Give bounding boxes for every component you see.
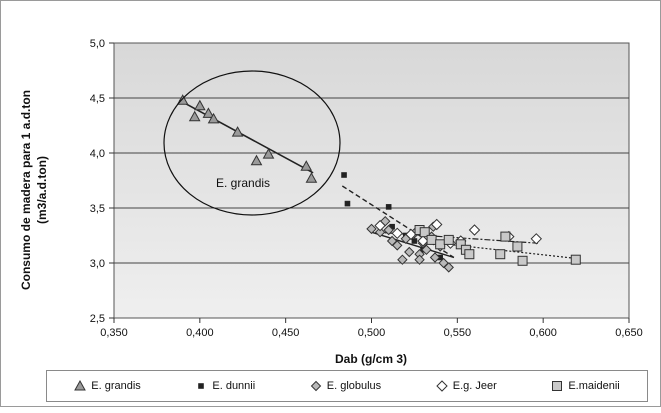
- data-point-e-dunnii: [341, 172, 347, 178]
- data-point-e-maidenii: [426, 234, 437, 245]
- legend-marker: [552, 381, 563, 391]
- y-tick-label: 4,5: [90, 93, 105, 105]
- legend-marker: [74, 380, 87, 391]
- x-tick-label: 0,550: [444, 327, 472, 339]
- data-point-e-maidenii: [500, 231, 511, 242]
- legend-item: E. dunnii: [195, 380, 255, 392]
- data-point-e-g-jeer: [391, 227, 403, 240]
- y-tick-label: 3,5: [90, 203, 105, 215]
- data-point-e-globulus: [374, 226, 386, 238]
- y-tick-label: 2,5: [90, 313, 105, 325]
- legend-symbol: [436, 380, 448, 392]
- x-axis-title: Dab (g/cm 3): [335, 352, 407, 366]
- x-tick-label: 0,600: [529, 327, 557, 339]
- data-point-e-grandis: [193, 99, 206, 111]
- y-axis-title-line2: (m3/a.d.ton): [35, 156, 49, 224]
- data-point-e-maidenii: [570, 254, 581, 265]
- data-point-e-g-jeer: [530, 233, 543, 245]
- legend-label: E.g. Jeer: [452, 380, 497, 392]
- data-point-e-globulus: [397, 254, 408, 265]
- legend-symbol: [310, 380, 321, 392]
- data-point-e-maidenii: [495, 249, 506, 260]
- data-point-e-grandis: [305, 172, 318, 183]
- data-point-e-globulus: [429, 252, 441, 263]
- data-point-e-globulus: [421, 244, 432, 256]
- legend-marker: [436, 380, 448, 392]
- legend-label: E.maidenii: [568, 380, 620, 392]
- x-tick-label: 0,350: [100, 327, 128, 339]
- y-tick-label: 3,0: [90, 258, 105, 270]
- x-tick-label: 0,650: [615, 327, 643, 339]
- data-point-e-globulus: [414, 254, 425, 265]
- legend-symbol: [198, 383, 205, 389]
- legend-label: E. dunnii: [212, 380, 256, 392]
- trend-line: [371, 231, 455, 259]
- y-tick-label: 5,0: [90, 38, 105, 50]
- legend-item: E. grandis: [74, 380, 141, 392]
- plot-background: [113, 42, 630, 319]
- grandis-annotation: E. grandis: [216, 176, 270, 190]
- data-point-e-maidenii: [435, 239, 446, 250]
- trend-line: [178, 99, 314, 174]
- data-point-e-g-jeer: [374, 219, 386, 232]
- x-tick-label: 0,450: [272, 327, 300, 339]
- data-point-e-grandis: [231, 126, 244, 137]
- data-point-e-g-jeer: [405, 228, 417, 241]
- data-point-e-grandis: [188, 110, 201, 122]
- data-point-e-maidenii: [443, 234, 454, 245]
- data-point-e-grandis: [202, 107, 215, 118]
- data-point-e-globulus: [443, 262, 454, 273]
- legend-symbol: [74, 380, 87, 391]
- data-point-e-globulus: [366, 223, 377, 235]
- legend-label: E. globulus: [326, 380, 382, 392]
- data-point-e-maidenii: [517, 255, 528, 266]
- data-point-e-globulus: [392, 240, 403, 251]
- x-tick-label: 0,500: [358, 327, 386, 339]
- legend-item: E.maidenii: [551, 380, 620, 392]
- data-point-e-grandis: [262, 148, 275, 159]
- legend-symbol: [552, 381, 563, 391]
- legend-marker: [310, 380, 321, 392]
- data-point-e-maidenii: [464, 249, 475, 260]
- data-point-e-globulus: [383, 224, 394, 236]
- data-point-e-grandis: [250, 154, 263, 166]
- data-point-e-grandis: [207, 112, 220, 124]
- data-point-e-dunnii: [411, 238, 418, 244]
- data-markers: [176, 94, 581, 273]
- data-point-e-grandis: [300, 160, 313, 171]
- data-point-e-dunnii: [385, 204, 392, 210]
- data-point-e-maidenii: [419, 227, 430, 238]
- legend-marker: [198, 383, 205, 389]
- data-point-e-g-jeer: [431, 218, 443, 231]
- axes: 2,5 3,0 3,5 4,0 4,5 5,0 0,350 0,400 0,450 0,500 0,…: [90, 38, 643, 339]
- data-point-e-globulus: [404, 246, 415, 258]
- legend-item: E. globulus: [310, 380, 381, 392]
- grid-lines: [114, 97, 629, 264]
- data-point-e-g-jeer: [417, 235, 429, 247]
- legend: E. grandis E. dunnii E. globulus E.g. Jeer E…: [46, 370, 648, 402]
- legend-item: E.g. Jeer: [436, 380, 497, 392]
- y-axis-title: Consumo de madera para 1 a.d.ton (m3/a.d…: [18, 55, 54, 325]
- y-axis-title-line1: Consumo de madera para 1 a.d.ton: [19, 89, 33, 291]
- legend-label: E. grandis: [91, 380, 141, 392]
- trend-line: [341, 185, 455, 259]
- data-point-e-g-jeer: [468, 224, 481, 236]
- data-point-e-maidenii: [455, 239, 466, 250]
- data-point-e-maidenii: [512, 241, 523, 252]
- grandis-cluster-ellipse: [163, 70, 341, 216]
- y-tick-label: 4,0: [90, 148, 105, 160]
- data-point-e-dunnii: [344, 200, 351, 207]
- x-tick-label: 0,400: [186, 327, 214, 339]
